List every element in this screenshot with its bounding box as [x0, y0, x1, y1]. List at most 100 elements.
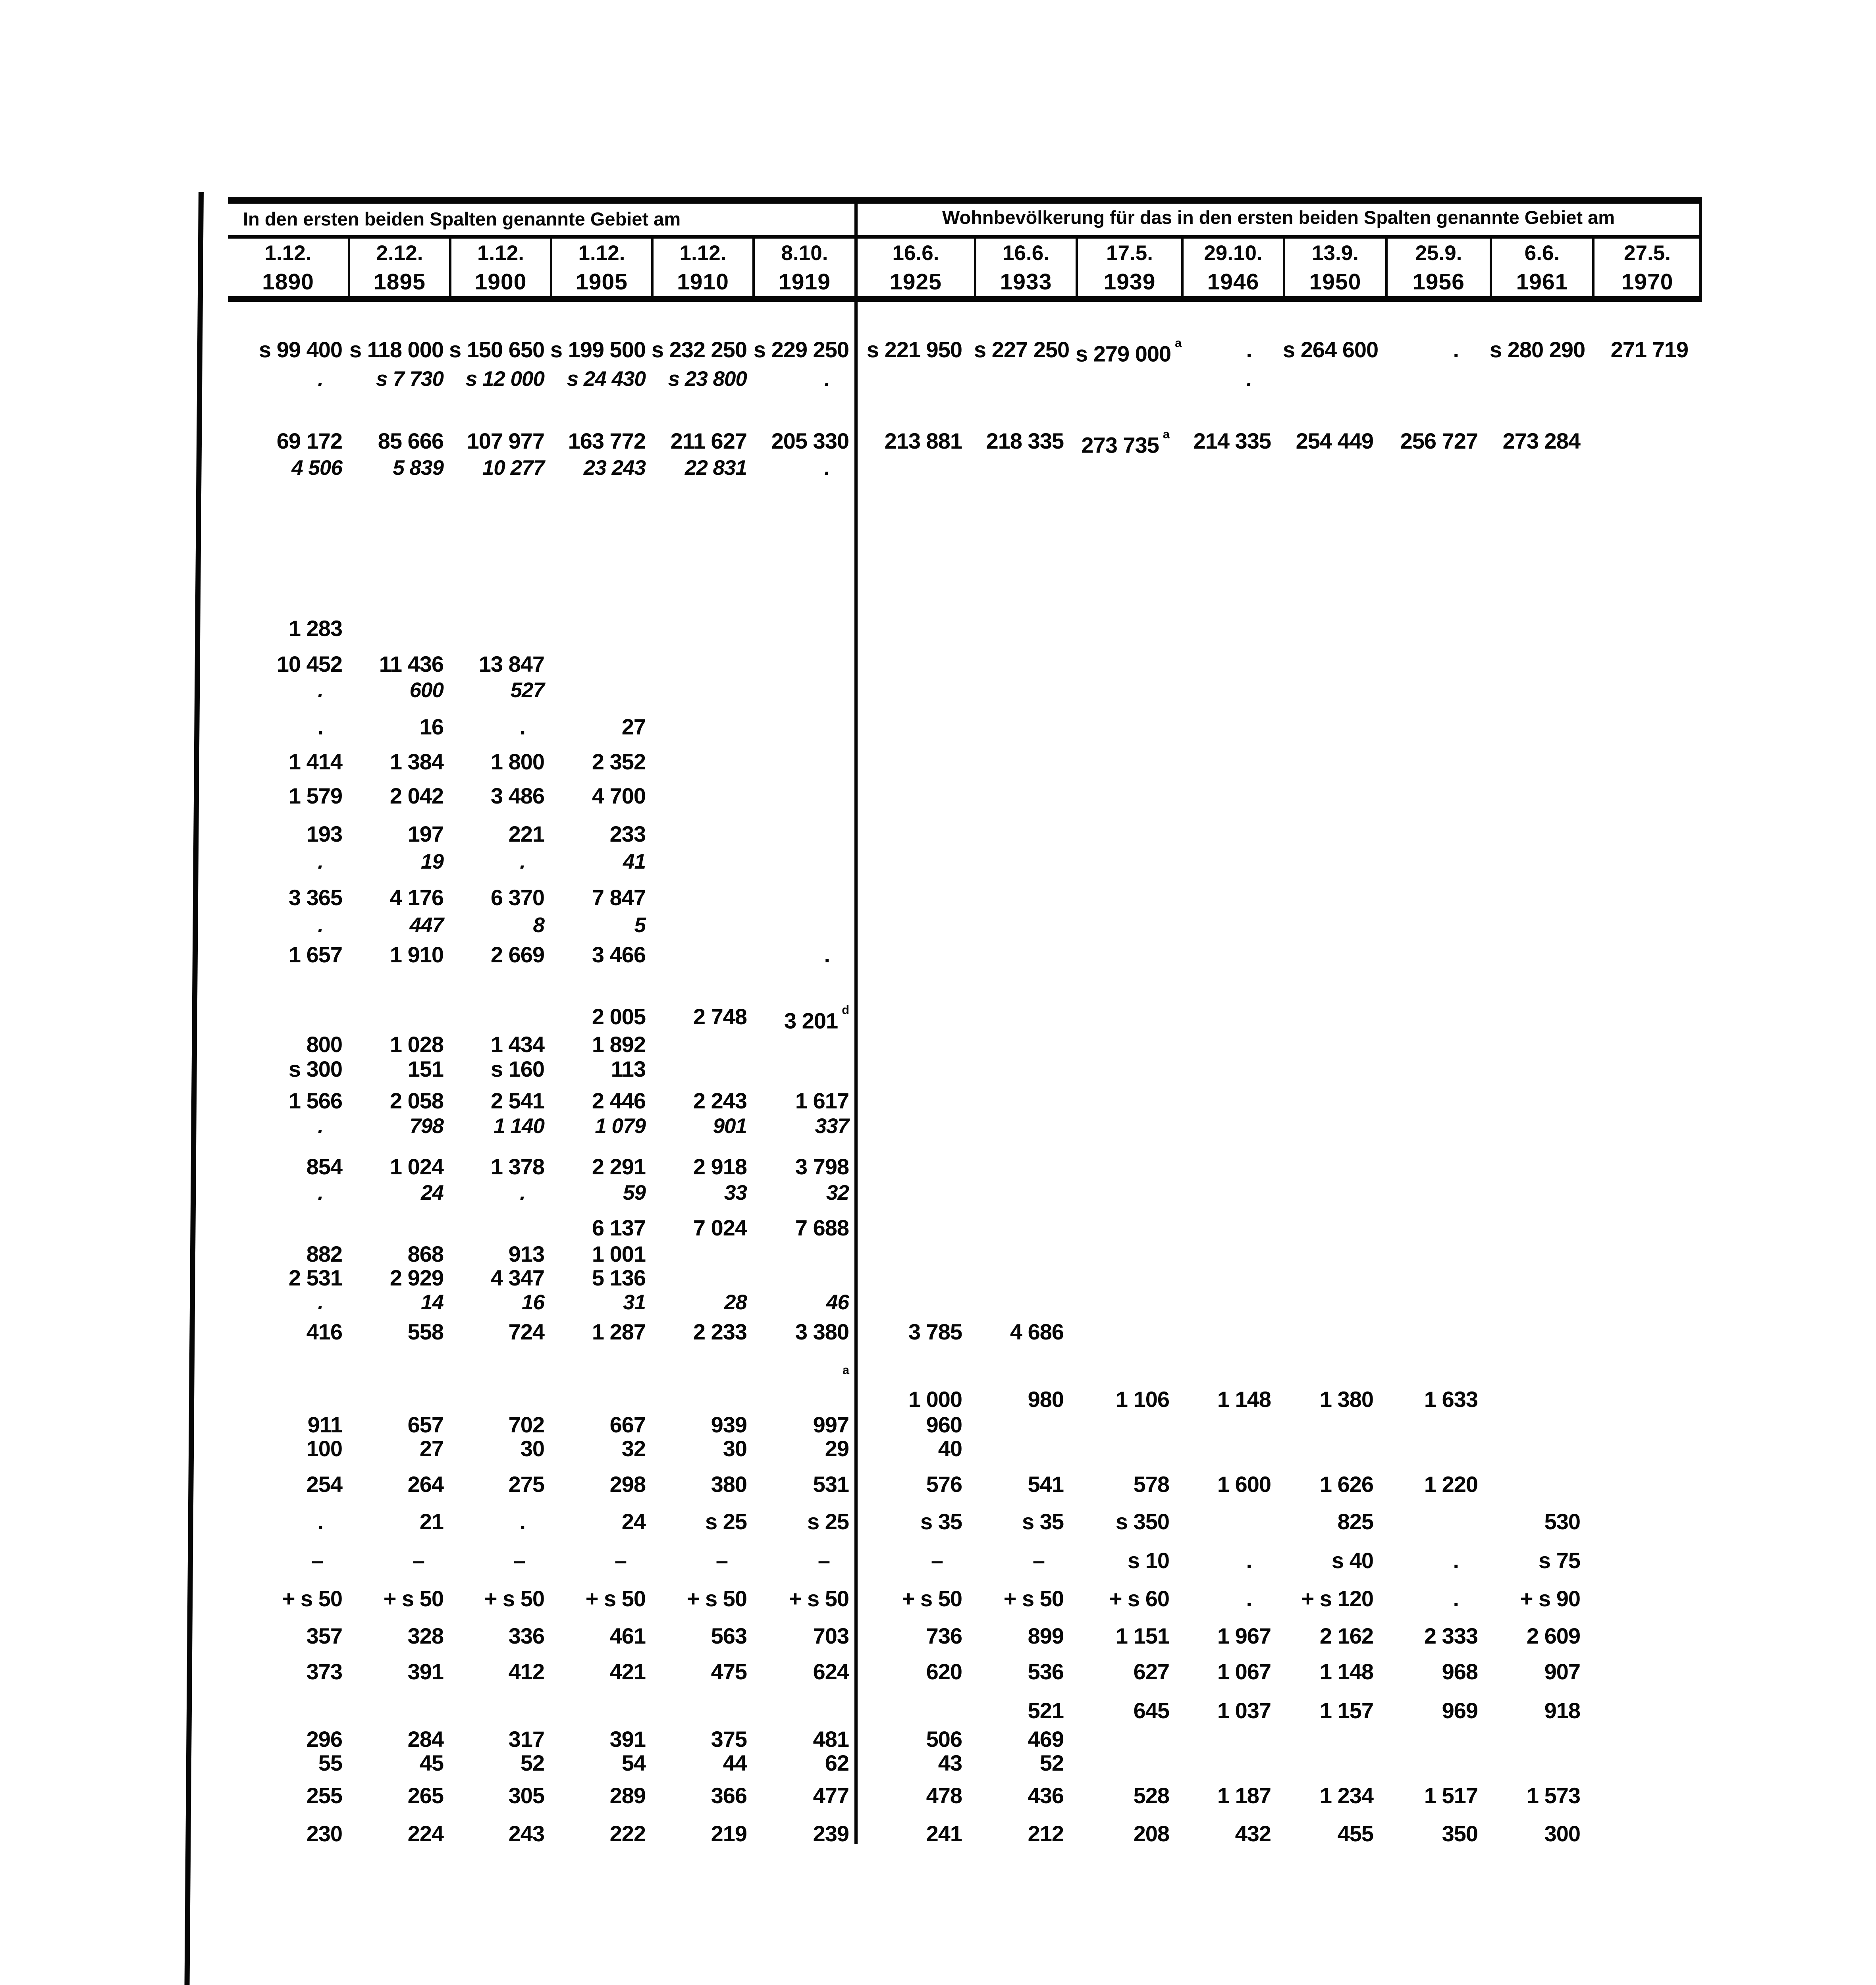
table-cell: s 99 400 [259, 337, 343, 362]
table-cell: 2 333 [1424, 1623, 1478, 1648]
column-header-day: 1.12. [679, 241, 727, 265]
table-cell: 1 106 [1115, 1387, 1170, 1412]
table-row: . 19. 41 [0, 849, 1876, 877]
table-cell: 1 283 [288, 616, 343, 641]
table-cell: s 24 430 [567, 367, 646, 391]
table-cell: 222 [609, 1821, 646, 1846]
table-cell: 907 [1544, 1659, 1581, 1684]
table-cell: 289 [609, 1783, 646, 1808]
table-row: . 447 8 5 [0, 912, 1876, 940]
table-cell: s 280 290 [1490, 337, 1585, 362]
table-cell: 193 [306, 821, 343, 846]
table-row: 4 506 5 839 10 277 23 243 22 831. [0, 455, 1876, 483]
table-cell: 600 [409, 678, 444, 702]
column-header: 25.9. 1956 [1385, 238, 1490, 296]
table-cell: – [715, 1548, 728, 1573]
table-cell: s 160 [490, 1056, 545, 1081]
table-cell: 305 [508, 1783, 545, 1808]
table-cell: 911 [307, 1412, 343, 1437]
table-row: 373 391 412 421 475 624 620 536 627 1 067 1 148 968… [0, 1659, 1876, 1686]
table-cell: . [1246, 337, 1252, 362]
column-header: 16.6. 1925 [858, 238, 974, 296]
table-cell: 336 [508, 1623, 545, 1648]
table-cell: 7 688 [795, 1215, 849, 1240]
table-cell: 7 847 [592, 885, 646, 910]
table-cell: 366 [711, 1783, 747, 1808]
table-row: a [0, 1363, 1876, 1391]
table-cell: s 264 600 [1283, 337, 1379, 362]
table-cell: 45 [419, 1750, 444, 1775]
table-row: 1 566 2 058 2 541 2 446 2 243 1 617 [0, 1088, 1876, 1116]
table-cell: 528 [1133, 1783, 1170, 1808]
right-group-title: Wohnbevölkerung für das in den ersten be… [942, 207, 1615, 228]
column-header-day: 29.10. [1204, 241, 1263, 265]
table-cell: 1 157 [1319, 1698, 1374, 1723]
table-cell: . [317, 714, 324, 739]
table-cell: 1 600 [1217, 1472, 1271, 1497]
table-cell: 46 [826, 1291, 849, 1314]
table-right-border [1699, 197, 1702, 302]
table-cell: 218 335 [986, 428, 1064, 453]
table-cell: s 199 500 [550, 337, 646, 362]
table-cell: 5 [634, 913, 646, 937]
table-cell: 31 [623, 1291, 646, 1314]
table-cell: s 10 [1128, 1548, 1170, 1573]
table-cell: . [318, 1114, 324, 1138]
table-row: 10 452 11 436 13 847 [0, 651, 1876, 679]
table-cell: 373 [306, 1659, 343, 1684]
table-cell: – [817, 1548, 830, 1573]
table-cell: . [520, 850, 526, 873]
table-cell: 14 [421, 1291, 444, 1314]
table-cell: 1 384 [389, 749, 444, 774]
column-header-day: 17.5. [1106, 241, 1153, 265]
table-cell: + s 50 [686, 1586, 747, 1611]
table-cell: 2 058 [389, 1088, 444, 1113]
table-cell: 27 [621, 714, 646, 739]
table-cell: 1 220 [1424, 1472, 1478, 1497]
column-header-day: 16.6. [1003, 241, 1049, 265]
table-cell: 2 233 [693, 1319, 747, 1344]
table-cell: 913 [508, 1241, 545, 1266]
table-cell: 882 [306, 1241, 343, 1266]
column-header-year: 1956 [1413, 269, 1465, 295]
table-cell: s 229 250 [753, 337, 849, 362]
table-cell: 1 380 [1319, 1387, 1374, 1412]
table-cell: 1 892 [592, 1032, 646, 1057]
table-cell: 1 024 [389, 1154, 444, 1179]
table-cell: 205 330 [771, 428, 849, 453]
table-cell: 271 719 [1610, 337, 1689, 362]
table-cell: 41 [623, 850, 646, 873]
table-cell: 2 291 [592, 1154, 646, 1179]
table-cell: + s 60 [1109, 1586, 1170, 1611]
table-row: 2 005 2 748 3 201 d [0, 1003, 1876, 1033]
table-cell: 1 234 [1319, 1783, 1374, 1808]
table-cell: 213 881 [884, 428, 962, 453]
table-row: 882 868 913 1 001 [0, 1241, 1876, 1269]
table-cell: s 232 250 [651, 337, 747, 362]
table-cell: 7 024 [693, 1215, 747, 1240]
table-cell: 4 347 [490, 1265, 545, 1290]
table-row: 193 197 221 233 [0, 821, 1876, 849]
table-cell: 296 [306, 1727, 343, 1752]
table-cell: 300 [1544, 1821, 1581, 1846]
table-cell: 527 [510, 678, 545, 702]
table-cell: – [1032, 1548, 1045, 1573]
table-cell: . [318, 1181, 324, 1204]
table-cell: 536 [1028, 1659, 1064, 1684]
table-row: . 24. 59 33 32 [0, 1180, 1876, 1208]
table-cell: 825 [1337, 1509, 1374, 1534]
column-header-year: 1905 [576, 269, 628, 295]
column-header-year: 1970 [1621, 269, 1674, 295]
table-cell: + s 90 [1520, 1586, 1581, 1611]
footnote-marker: a [842, 1363, 849, 1377]
table-cell: 416 [306, 1319, 343, 1344]
table-cell: – [311, 1548, 324, 1573]
table-cell: 19 [421, 850, 444, 873]
table-cell: . [519, 714, 526, 739]
table-cell: 107 977 [467, 428, 545, 453]
table-cell: 2 352 [592, 749, 646, 774]
table-row: – – – – – – – – s 10. s 40. s 75 [0, 1548, 1876, 1575]
table-cell: 1 573 [1526, 1783, 1581, 1808]
table-cell: 2 929 [389, 1265, 444, 1290]
table-cell: 151 [407, 1056, 444, 1081]
